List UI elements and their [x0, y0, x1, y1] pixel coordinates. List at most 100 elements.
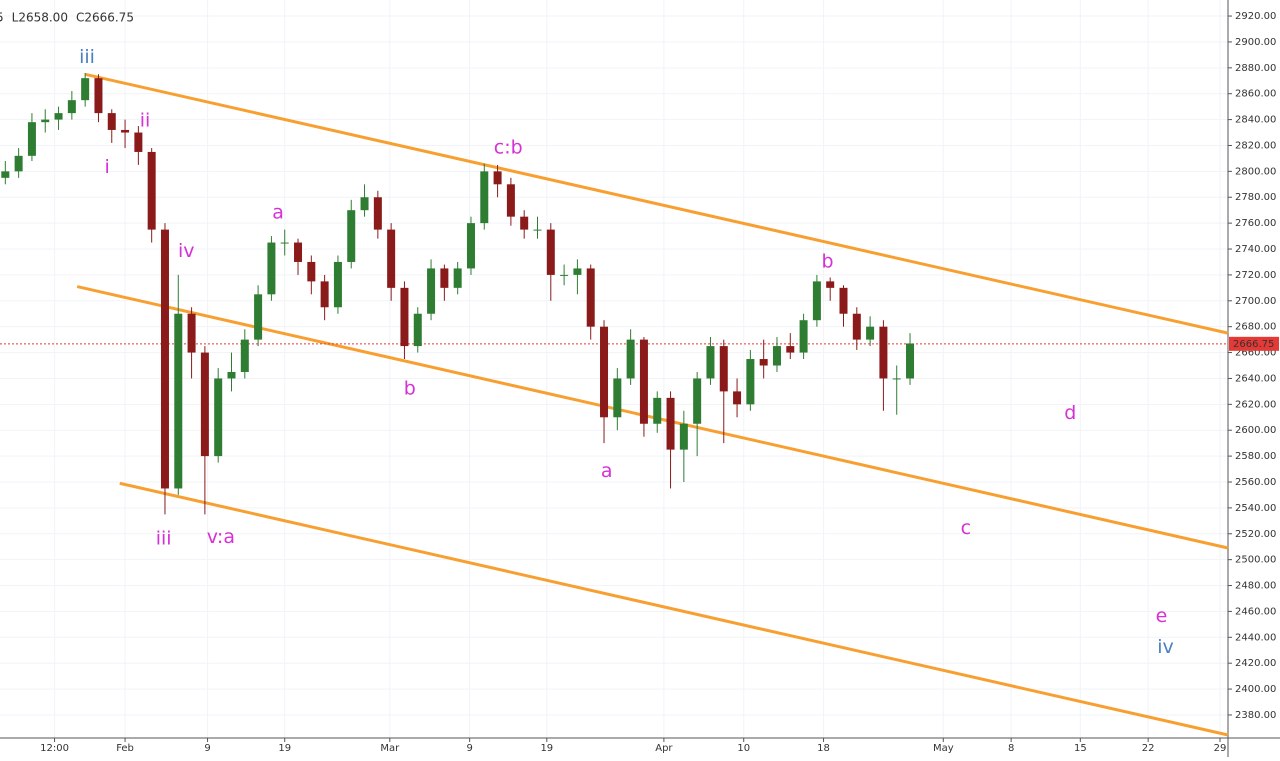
candle-body [906, 343, 915, 379]
candle-body [373, 197, 382, 230]
candle-body [706, 346, 715, 379]
candle-body [866, 326, 875, 340]
wave-label: a [601, 460, 613, 482]
candle-body [533, 229, 542, 231]
candle-body [560, 274, 569, 276]
wave-label: b [822, 250, 834, 272]
x-tick-label: 29 [1214, 743, 1227, 754]
x-tick-label: 22 [1142, 743, 1155, 754]
candle-body [586, 268, 595, 327]
candle-body [280, 242, 289, 244]
candle-body [493, 171, 502, 185]
candle-body [227, 371, 236, 379]
y-tick-label: 2420.00 [1235, 658, 1276, 669]
candle-body [786, 346, 795, 353]
y-tick-label: 2580.00 [1235, 451, 1276, 462]
wave-label: c [961, 517, 971, 539]
y-tick-label: 2620.00 [1235, 399, 1276, 410]
candle-body [679, 423, 688, 450]
candle-body [480, 171, 489, 224]
x-tick-label: 12:00 [40, 743, 69, 754]
y-tick-label: 2640.00 [1235, 373, 1276, 384]
last-price-label: 2666.75 [1233, 339, 1274, 350]
x-tick-label: 18 [817, 743, 830, 754]
y-tick-label: 2560.00 [1235, 477, 1276, 488]
candle-body [94, 78, 103, 114]
x-tick-label: Mar [380, 743, 400, 754]
wave-label: i [104, 156, 109, 178]
x-tick-label: Feb [116, 743, 134, 754]
channel-line [119, 481, 1229, 737]
wave-label: iv [178, 240, 195, 262]
y-tick-label: 2540.00 [1235, 503, 1276, 514]
candle-body [240, 339, 249, 372]
candle-body [852, 313, 861, 340]
candle-body [41, 119, 50, 123]
y-tick-label: 2600.00 [1235, 425, 1276, 436]
candle-body [360, 197, 369, 211]
wave-label: ii [140, 109, 151, 131]
y-tick-label: 2840.00 [1235, 115, 1276, 126]
candle-body [453, 268, 462, 288]
wave-label: c:b [494, 137, 523, 159]
y-tick-label: 2720.00 [1235, 270, 1276, 281]
channel-line [76, 285, 1229, 550]
wave-label: a [272, 201, 284, 223]
candle-body [27, 122, 36, 156]
candle-body [839, 287, 848, 314]
y-tick-label: 2820.00 [1235, 140, 1276, 151]
candle-body [772, 346, 781, 366]
candle-body [67, 100, 76, 114]
candle-body [333, 261, 342, 308]
y-tick-label: 2660.00 [1235, 348, 1276, 359]
wave-label: d [1064, 402, 1076, 424]
y-tick-label: 2440.00 [1235, 632, 1276, 643]
candle-body [160, 229, 169, 489]
candle-body [573, 268, 582, 275]
candle-body [666, 397, 675, 450]
candle-body [546, 229, 555, 275]
y-tick-label: 2780.00 [1235, 192, 1276, 203]
candle-body [693, 378, 702, 424]
candle-body [466, 223, 475, 269]
x-tick-label: 9 [204, 743, 210, 754]
candle-body [267, 242, 276, 295]
candle-body [254, 294, 263, 340]
y-tick-label: 2400.00 [1235, 684, 1276, 695]
y-tick-label: 2460.00 [1235, 606, 1276, 617]
candle-body [653, 397, 662, 424]
candle-body [347, 210, 356, 262]
x-tick-label: 9 [466, 743, 472, 754]
x-tick-label: 8 [1008, 743, 1014, 754]
candle-body [174, 313, 183, 489]
candle-body [506, 184, 515, 217]
candle-body [812, 281, 821, 321]
y-tick-label: 2800.00 [1235, 166, 1276, 177]
last-price-tag [1229, 336, 1279, 351]
y-tick-label: 2500.00 [1235, 555, 1276, 566]
candle-body [134, 132, 143, 152]
y-tick-label: 2760.00 [1235, 218, 1276, 229]
candle-body [121, 129, 130, 133]
candle-body [520, 216, 529, 230]
candle-body [626, 339, 635, 379]
wave-label: b [404, 377, 416, 399]
candle-body [613, 378, 622, 418]
candle-body [799, 320, 808, 353]
header-text: L2658.00 [12, 11, 68, 25]
candle-body [600, 326, 609, 418]
candle-body [200, 352, 209, 457]
candle-body [14, 155, 23, 172]
x-tick-label: 15 [1074, 743, 1087, 754]
x-tick-label: Apr [655, 743, 673, 754]
candle-body [214, 378, 223, 457]
y-tick-label: 2920.00 [1235, 11, 1276, 22]
candle-body [759, 359, 768, 366]
candle-body [107, 113, 116, 130]
candle-body [147, 151, 156, 230]
wave-label: v:a [207, 526, 235, 548]
y-tick-label: 2740.00 [1235, 244, 1276, 255]
candle-body [639, 339, 648, 424]
header-text: 5 [0, 11, 4, 25]
